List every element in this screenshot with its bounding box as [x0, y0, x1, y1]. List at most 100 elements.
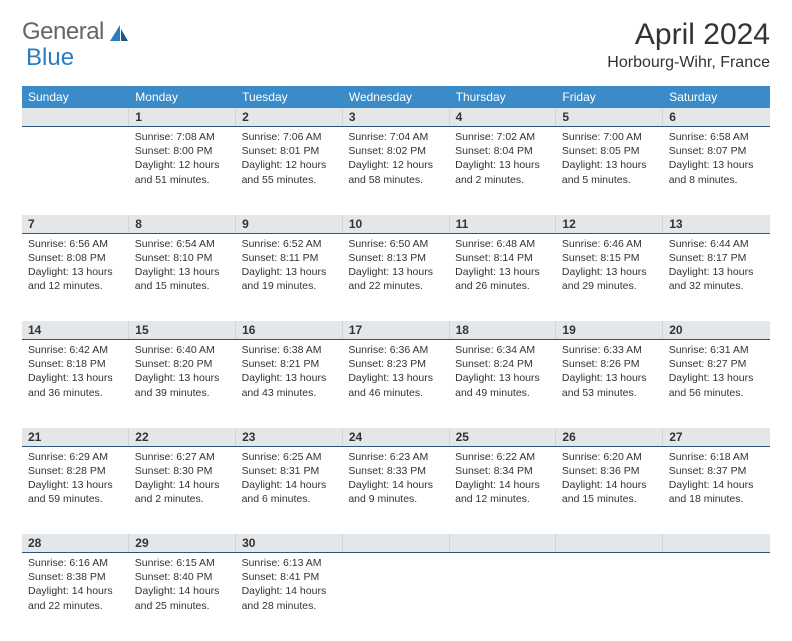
sunset-text: Sunset: 8:31 PM [242, 464, 337, 478]
day-content-row: Sunrise: 6:42 AMSunset: 8:18 PMDaylight:… [22, 340, 770, 428]
sunrise-text: Sunrise: 6:27 AM [135, 450, 230, 464]
day-cell: Sunrise: 6:29 AMSunset: 8:28 PMDaylight:… [22, 446, 129, 534]
day-cell: Sunrise: 6:20 AMSunset: 8:36 PMDaylight:… [556, 446, 663, 534]
weekday-header: Friday [556, 86, 663, 108]
day-detail: Sunrise: 6:16 AMSunset: 8:38 PMDaylight:… [22, 553, 129, 619]
day-cell: Sunrise: 6:25 AMSunset: 8:31 PMDaylight:… [236, 446, 343, 534]
day-number: 16 [236, 321, 342, 339]
day-cell: Sunrise: 6:34 AMSunset: 8:24 PMDaylight:… [449, 340, 556, 428]
day-number: 15 [129, 321, 235, 339]
day-number-row: 78910111213 [22, 215, 770, 234]
daylight-text: Daylight: 13 hours and 59 minutes. [28, 478, 123, 506]
logo-text-general: General [22, 18, 104, 46]
day-detail: Sunrise: 6:27 AMSunset: 8:30 PMDaylight:… [129, 447, 236, 513]
sunset-text: Sunset: 8:13 PM [348, 251, 443, 265]
sunrise-text: Sunrise: 6:25 AM [242, 450, 337, 464]
day-detail: Sunrise: 7:08 AMSunset: 8:00 PMDaylight:… [129, 127, 236, 193]
day-number-cell: 19 [556, 321, 663, 340]
day-number: 25 [450, 428, 556, 446]
day-number-cell: 3 [342, 108, 449, 127]
header: General April 2024 Horbourg-Wihr, France [22, 18, 770, 72]
sunset-text: Sunset: 8:23 PM [348, 357, 443, 371]
daylight-text: Daylight: 13 hours and 8 minutes. [669, 158, 764, 186]
day-detail: Sunrise: 6:38 AMSunset: 8:21 PMDaylight:… [236, 340, 343, 406]
sunrise-text: Sunrise: 7:08 AM [135, 130, 230, 144]
sunset-text: Sunset: 8:40 PM [135, 570, 230, 584]
daylight-text: Daylight: 14 hours and 28 minutes. [242, 584, 337, 612]
weekday-header: Wednesday [342, 86, 449, 108]
logo-text-blue: Blue [26, 44, 74, 72]
sunset-text: Sunset: 8:20 PM [135, 357, 230, 371]
day-number-cell [342, 534, 449, 553]
sunset-text: Sunset: 8:00 PM [135, 144, 230, 158]
day-number-cell: 17 [342, 321, 449, 340]
day-detail: Sunrise: 6:29 AMSunset: 8:28 PMDaylight:… [22, 447, 129, 513]
day-number-cell: 24 [342, 428, 449, 447]
day-number-cell: 15 [129, 321, 236, 340]
daylight-text: Daylight: 13 hours and 39 minutes. [135, 371, 230, 399]
day-number: 23 [236, 428, 342, 446]
day-detail: Sunrise: 6:20 AMSunset: 8:36 PMDaylight:… [556, 447, 663, 513]
title-block: April 2024 Horbourg-Wihr, France [607, 18, 770, 72]
sunset-text: Sunset: 8:30 PM [135, 464, 230, 478]
day-cell: Sunrise: 6:31 AMSunset: 8:27 PMDaylight:… [663, 340, 770, 428]
daylight-text: Daylight: 13 hours and 43 minutes. [242, 371, 337, 399]
daylight-text: Daylight: 13 hours and 36 minutes. [28, 371, 123, 399]
day-number-cell: 6 [663, 108, 770, 127]
day-number: 11 [450, 215, 556, 233]
day-cell [556, 553, 663, 641]
day-detail: Sunrise: 6:40 AMSunset: 8:20 PMDaylight:… [129, 340, 236, 406]
sunrise-text: Sunrise: 6:18 AM [669, 450, 764, 464]
day-detail: Sunrise: 6:58 AMSunset: 8:07 PMDaylight:… [663, 127, 770, 193]
day-number-cell: 28 [22, 534, 129, 553]
day-number-row: 123456 [22, 108, 770, 127]
day-number: 2 [236, 108, 342, 126]
daylight-text: Daylight: 12 hours and 51 minutes. [135, 158, 230, 186]
day-number: 10 [343, 215, 449, 233]
day-number: 27 [663, 428, 769, 446]
day-number-row: 282930 [22, 534, 770, 553]
sunrise-text: Sunrise: 6:16 AM [28, 556, 123, 570]
daylight-text: Daylight: 13 hours and 53 minutes. [562, 371, 657, 399]
sunrise-text: Sunrise: 6:15 AM [135, 556, 230, 570]
sunset-text: Sunset: 8:37 PM [669, 464, 764, 478]
sunset-text: Sunset: 8:04 PM [455, 144, 550, 158]
sunrise-text: Sunrise: 7:02 AM [455, 130, 550, 144]
day-cell: Sunrise: 6:42 AMSunset: 8:18 PMDaylight:… [22, 340, 129, 428]
sunset-text: Sunset: 8:07 PM [669, 144, 764, 158]
sunset-text: Sunset: 8:02 PM [348, 144, 443, 158]
day-number-cell: 16 [236, 321, 343, 340]
day-content-row: Sunrise: 6:16 AMSunset: 8:38 PMDaylight:… [22, 553, 770, 641]
sunset-text: Sunset: 8:01 PM [242, 144, 337, 158]
day-number-cell: 8 [129, 215, 236, 234]
day-number-cell: 5 [556, 108, 663, 127]
day-cell [22, 127, 129, 215]
day-number-cell: 10 [342, 215, 449, 234]
sunset-text: Sunset: 8:18 PM [28, 357, 123, 371]
daylight-text: Daylight: 14 hours and 22 minutes. [28, 584, 123, 612]
logo: General [22, 18, 130, 46]
day-detail: Sunrise: 7:06 AMSunset: 8:01 PMDaylight:… [236, 127, 343, 193]
location-subtitle: Horbourg-Wihr, France [607, 54, 770, 72]
daylight-text: Daylight: 13 hours and 15 minutes. [135, 265, 230, 293]
sunrise-text: Sunrise: 6:50 AM [348, 237, 443, 251]
day-detail: Sunrise: 6:15 AMSunset: 8:40 PMDaylight:… [129, 553, 236, 619]
sunset-text: Sunset: 8:24 PM [455, 357, 550, 371]
sunset-text: Sunset: 8:05 PM [562, 144, 657, 158]
daylight-text: Daylight: 14 hours and 15 minutes. [562, 478, 657, 506]
day-cell: Sunrise: 7:02 AMSunset: 8:04 PMDaylight:… [449, 127, 556, 215]
day-cell: Sunrise: 6:23 AMSunset: 8:33 PMDaylight:… [342, 446, 449, 534]
daylight-text: Daylight: 13 hours and 12 minutes. [28, 265, 123, 293]
day-number-cell [556, 534, 663, 553]
weekday-header: Monday [129, 86, 236, 108]
day-detail: Sunrise: 6:44 AMSunset: 8:17 PMDaylight:… [663, 234, 770, 300]
day-number-cell: 7 [22, 215, 129, 234]
daylight-text: Daylight: 13 hours and 46 minutes. [348, 371, 443, 399]
daylight-text: Daylight: 13 hours and 32 minutes. [669, 265, 764, 293]
day-detail: Sunrise: 6:56 AMSunset: 8:08 PMDaylight:… [22, 234, 129, 300]
day-number: 14 [22, 321, 128, 339]
day-number: 7 [22, 215, 128, 233]
day-cell: Sunrise: 7:00 AMSunset: 8:05 PMDaylight:… [556, 127, 663, 215]
day-number: 18 [450, 321, 556, 339]
day-cell: Sunrise: 6:15 AMSunset: 8:40 PMDaylight:… [129, 553, 236, 641]
